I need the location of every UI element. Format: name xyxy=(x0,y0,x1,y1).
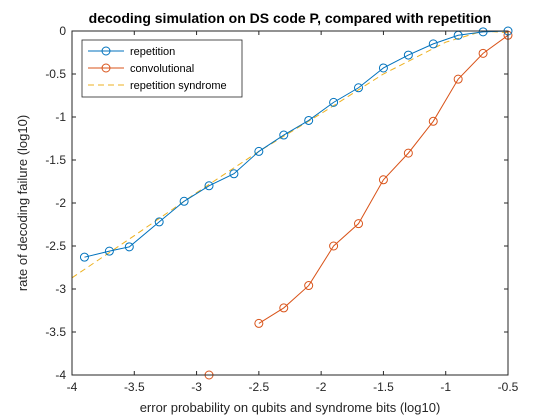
y-tick-label: -4 xyxy=(55,368,66,382)
data-point-convolutional xyxy=(304,281,314,291)
data-point-repetition xyxy=(154,217,164,227)
series-repetition xyxy=(79,26,513,262)
data-point-repetition xyxy=(254,146,264,156)
data-point-repetition xyxy=(104,246,114,256)
data-point-repetition xyxy=(124,242,134,252)
y-tick-label: -1.5 xyxy=(45,153,66,167)
data-point-repetition xyxy=(478,27,488,37)
data-point-convolutional xyxy=(254,318,264,328)
data-point-convolutional xyxy=(354,219,364,229)
x-tick-label: -0.5 xyxy=(498,380,519,394)
series-convolutional xyxy=(254,30,513,328)
y-tick-label: -2.5 xyxy=(45,239,66,253)
data-point-repetition xyxy=(79,252,89,262)
legend-marker xyxy=(101,63,111,73)
data-point-convolutional xyxy=(329,241,339,251)
data-point-repetition xyxy=(229,169,239,179)
data-point-convolutional xyxy=(279,303,289,313)
x-tick-label: -3.5 xyxy=(124,380,145,394)
x-tick-label: -1 xyxy=(440,380,451,394)
data-point-repetition xyxy=(279,130,289,140)
data-point-convolutional xyxy=(428,116,438,126)
series-line-convolutional xyxy=(258,34,509,324)
x-tick-label: -3 xyxy=(191,380,202,394)
x-tick-label: -2.5 xyxy=(249,380,270,394)
data-point-convolutional xyxy=(378,175,388,185)
y-tick-label: -0.5 xyxy=(45,67,66,81)
x-tick-label: -4 xyxy=(67,380,78,394)
data-point-convolutional xyxy=(403,148,413,158)
y-tick-label: -3.5 xyxy=(45,325,66,339)
series-layer xyxy=(71,26,513,380)
legend: repetition convolutional repetition syndro… xyxy=(81,39,243,98)
data-point-repetition xyxy=(403,50,413,60)
data-point-repetition xyxy=(354,83,364,93)
data-point-repetition xyxy=(378,63,388,73)
y-axis-label: rate of decoding failure (log10) xyxy=(15,115,30,291)
data-point-repetition xyxy=(428,39,438,49)
data-point-repetition xyxy=(179,196,189,206)
legend-marker xyxy=(101,46,111,56)
y-tick-label: 0 xyxy=(59,24,66,38)
data-point-repetition xyxy=(204,181,214,191)
x-tick-label: -2 xyxy=(316,380,327,394)
data-point-repetition xyxy=(304,115,314,125)
y-tick-label: -2 xyxy=(55,196,66,210)
legend-label: repetition syndrome xyxy=(130,80,227,92)
legend-label: convolutional xyxy=(130,63,194,75)
axes-box xyxy=(71,30,509,376)
chart-title: decoding simulation on DS code P, compar… xyxy=(89,10,492,26)
x-axis-label: error probability on qubits and syndrome… xyxy=(140,400,441,415)
data-point-convolutional xyxy=(478,48,488,58)
y-tick-label: -3 xyxy=(55,282,66,296)
data-point-repetition xyxy=(329,97,339,107)
y-tick-label: -1 xyxy=(55,110,66,124)
data-point-convolutional xyxy=(453,74,463,84)
legend-label: repetition xyxy=(130,46,175,58)
x-tick-label: -1.5 xyxy=(373,380,394,394)
ticks: -4 -3.5 -3 -2.5 -2 -1.5 -1 -0.5 -4 -3.5 -3 -2.5 -2 -1… xyxy=(45,24,518,394)
